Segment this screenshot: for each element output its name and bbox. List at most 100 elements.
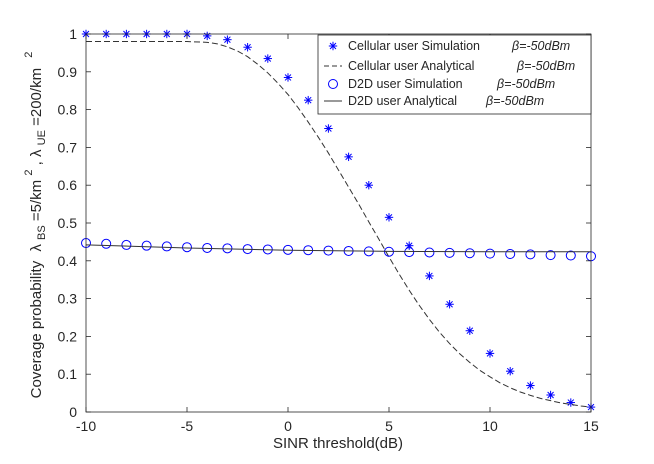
asterisk-stroke	[426, 272, 433, 280]
legend-beta-cellular-analytical: β=-50dBm	[516, 59, 575, 73]
legend-circle-icon	[328, 79, 338, 89]
legend-item-cellular-analytical: Cellular user Analytical β=-50dBm	[324, 59, 575, 73]
point-cellular-user-simulation	[263, 54, 272, 63]
point-cellular-user-simulation	[485, 349, 495, 358]
ticks-layer: -10 -5 0 5 10 15 0 0.1 0.2 0.3 0.4 0.5 0.6 0.7 0.8 0.9 1	[58, 26, 599, 434]
point-d2d-user-simulation	[424, 247, 435, 258]
series-layer	[81, 29, 596, 412]
point-cellular-user-simulation	[223, 35, 232, 44]
x-tick-label: 0	[284, 418, 292, 434]
x-tick-label: 15	[583, 418, 599, 434]
legend-beta-d2d-analytical: β=-50dBm	[485, 94, 544, 108]
legend-box	[317, 34, 592, 115]
asterisk-stroke	[527, 382, 534, 389]
asterisk-stroke	[365, 181, 373, 189]
point-d2d-user-simulation	[525, 249, 536, 260]
point-d2d-user-simulation	[565, 250, 576, 261]
legend-beta-cellular-simulation: β=-50dBm	[511, 39, 570, 53]
line-d2d-user-analytical	[85, 244, 591, 253]
y-axis-label: Coverage probability λ BS =5/km 2 , λ UE…	[19, 52, 49, 399]
x-tick-label: -10	[76, 418, 96, 434]
point-d2d-user-simulation	[161, 241, 172, 252]
y-tick-label: 0.3	[58, 291, 78, 307]
y-label-ue-value: =200/km	[28, 68, 45, 126]
point-cellular-user-simulation	[304, 95, 313, 105]
y-tick-label: 0.7	[58, 139, 78, 155]
asterisk-stroke	[466, 327, 474, 335]
point-d2d-user-simulation	[464, 248, 475, 259]
legend-item-d2d-simulation: D2D user Simulation β=-50dBm	[328, 77, 555, 91]
asterisk-stroke	[345, 153, 352, 161]
point-d2d-user-simulation	[101, 238, 112, 249]
point-d2d-user-simulation	[404, 247, 415, 258]
legend-label-d2d-simulation: D2D user Simulation	[348, 77, 463, 91]
x-tick-label: 5	[385, 418, 393, 434]
y-tick-label: 1	[69, 26, 77, 42]
point-cellular-user-simulation	[425, 271, 434, 281]
legend-beta-d2d-simulation: β=-50dBm	[496, 77, 555, 91]
point-cellular-user-simulation	[465, 326, 474, 335]
point-cellular-user-simulation	[203, 31, 212, 41]
y-tick-label: 0.5	[58, 215, 78, 231]
y-tick-label: 0.4	[58, 253, 78, 269]
point-cellular-user-simulation	[566, 398, 575, 407]
y-label-bs-value: =5/km	[28, 180, 45, 221]
point-cellular-user-simulation	[243, 43, 252, 52]
asterisk-stroke	[224, 36, 231, 43]
legend-item-d2d-analytical: D2D user Analytical β=-50dBm	[324, 94, 544, 108]
legend-label-cellular-simulation: Cellular user Simulation	[348, 39, 480, 53]
y-label-lambda-bs: λ	[28, 244, 45, 252]
x-tick-label: -5	[181, 418, 194, 434]
point-cellular-user-simulation	[526, 381, 535, 390]
point-d2d-user-simulation	[182, 242, 192, 253]
y-tick-label: 0.2	[58, 328, 78, 344]
asterisk-stroke	[506, 367, 514, 375]
y-label-lambda-ue: λ	[28, 149, 45, 157]
y-tick-label: 0.6	[58, 177, 78, 193]
asterisk-stroke	[325, 125, 332, 132]
asterisk-stroke	[264, 55, 272, 62]
x-axis-label: SINR threshold(dB)	[273, 435, 403, 452]
y-tick-label: 0.9	[58, 64, 78, 80]
asterisk-stroke	[329, 42, 337, 50]
series-cellular-user-analytical	[86, 41, 592, 408]
point-cellular-user-simulation	[364, 181, 373, 190]
point-d2d-user-simulation	[505, 248, 516, 259]
y-label-main: Coverage probability	[28, 260, 45, 398]
legend-label-d2d-analytical: D2D user Analytical	[348, 94, 457, 108]
point-d2d-user-simulation	[141, 240, 152, 251]
y-axis-label-text: Coverage probability λ BS =5/km 2 , λ UE…	[19, 52, 49, 399]
point-cellular-user-simulation	[445, 300, 454, 309]
y-tick-label: 0.8	[58, 102, 78, 118]
y-label-ue-sup: 2	[23, 52, 35, 58]
y-label-bs-sub: BS	[36, 225, 48, 240]
y-tick-label: 0	[69, 404, 77, 420]
point-cellular-user-simulation	[344, 152, 353, 162]
point-d2d-user-simulation	[444, 247, 455, 258]
point-cellular-user-simulation	[384, 213, 394, 222]
asterisk-stroke	[244, 43, 251, 51]
legend-asterisk-icon	[328, 41, 338, 51]
asterisk-stroke	[547, 391, 554, 399]
point-d2d-user-simulation	[545, 250, 556, 261]
asterisk-stroke	[284, 74, 292, 81]
point-d2d-user-simulation	[485, 248, 495, 259]
line-cellular-user-analytical	[86, 41, 592, 408]
point-d2d-user-simulation	[121, 239, 132, 250]
y-tick-label: 0.1	[58, 366, 78, 382]
legend-label-cellular-analytical: Cellular user Analytical	[348, 59, 474, 73]
legend-item-cellular-simulation: Cellular user Simulation β=-50dBm	[328, 39, 570, 53]
y-label-bs-sup: 2	[23, 170, 35, 176]
asterisk-stroke	[385, 214, 393, 221]
asterisk-stroke	[304, 96, 312, 104]
asterisk-stroke	[486, 350, 494, 357]
point-cellular-user-simulation	[506, 366, 515, 376]
x-tick-label: 10	[482, 418, 498, 434]
point-cellular-user-simulation	[324, 124, 333, 133]
y-label-ue-sub: UE	[36, 130, 48, 145]
y-label-sep: ,	[28, 161, 45, 165]
series-d2d-user-analytical	[85, 244, 591, 253]
legend: Cellular user Simulation β=-50dBm Cellul…	[317, 34, 592, 115]
asterisk-stroke	[446, 300, 453, 308]
